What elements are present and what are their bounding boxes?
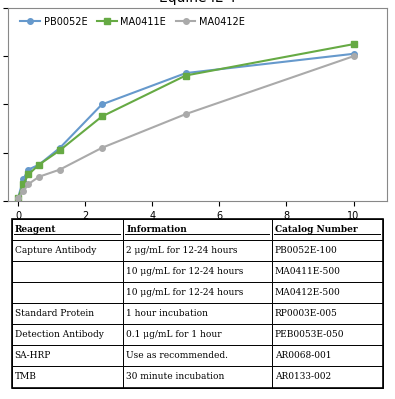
MA0411E — [58, 148, 62, 153]
Text: Standard Protein: Standard Protein — [15, 309, 94, 318]
PB0052E — [183, 71, 188, 75]
Text: PB0052E-100: PB0052E-100 — [275, 246, 338, 255]
MA0411E — [100, 114, 104, 119]
Bar — [123, 346, 272, 366]
Bar — [123, 240, 272, 261]
PB0052E — [58, 146, 62, 150]
MA0411E — [15, 196, 20, 201]
Bar — [123, 261, 272, 282]
Text: 10 μg/mL for 12-24 hours: 10 μg/mL for 12-24 hours — [126, 288, 244, 297]
Bar — [12, 346, 123, 366]
Text: 10 μg/mL for 12-24 hours: 10 μg/mL for 12-24 hours — [126, 267, 244, 276]
Text: 1 hour incubation: 1 hour incubation — [126, 309, 208, 318]
Bar — [272, 219, 383, 240]
MA0411E — [37, 162, 41, 167]
Text: 30 minute incubation: 30 minute incubation — [126, 373, 225, 381]
PB0052E — [26, 167, 31, 172]
Text: Capture Antibody: Capture Antibody — [15, 246, 96, 255]
PB0052E — [15, 196, 20, 201]
Bar — [272, 366, 383, 387]
Bar — [12, 261, 123, 282]
Bar — [123, 366, 272, 387]
Bar — [12, 324, 123, 346]
Text: Use as recommended.: Use as recommended. — [126, 352, 228, 360]
Bar — [12, 366, 123, 387]
PB0052E — [100, 102, 104, 107]
Text: PEB0053E-050: PEB0053E-050 — [275, 330, 344, 340]
MA0412E — [351, 54, 356, 59]
MA0411E — [351, 42, 356, 47]
MA0412E — [183, 112, 188, 117]
MA0411E — [21, 182, 26, 186]
Bar — [12, 240, 123, 261]
Text: SA-HRP: SA-HRP — [15, 352, 51, 360]
Text: TMB: TMB — [15, 373, 37, 381]
Bar — [12, 282, 123, 303]
Bar — [272, 324, 383, 346]
Text: Catalog Number: Catalog Number — [275, 225, 357, 234]
Bar — [123, 324, 272, 346]
Bar — [272, 346, 383, 366]
Bar — [272, 261, 383, 282]
MA0412E — [100, 146, 104, 150]
PB0052E — [351, 51, 356, 56]
Text: RP0003E-005: RP0003E-005 — [275, 309, 338, 318]
Line: PB0052E: PB0052E — [15, 51, 356, 201]
Bar — [123, 303, 272, 324]
MA0412E — [21, 189, 26, 194]
MA0412E — [37, 174, 41, 179]
Text: 2 μg/mL for 12-24 hours: 2 μg/mL for 12-24 hours — [126, 246, 238, 255]
MA0412E — [26, 182, 31, 186]
Line: MA0411E: MA0411E — [15, 41, 356, 201]
MA0412E — [15, 196, 20, 201]
Line: MA0412E: MA0412E — [15, 53, 356, 201]
Bar — [12, 219, 123, 240]
Text: AR0068-001: AR0068-001 — [275, 352, 331, 360]
Legend: PB0052E, MA0411E, MA0412E: PB0052E, MA0411E, MA0412E — [17, 13, 249, 31]
Text: Information: Information — [126, 225, 187, 234]
MA0411E — [183, 73, 188, 78]
Bar — [12, 303, 123, 324]
Text: MA0411E-500: MA0411E-500 — [275, 267, 341, 276]
Text: Reagent: Reagent — [15, 225, 56, 234]
X-axis label: Protein (ng/mL): Protein (ng/mL) — [154, 226, 241, 236]
Text: AR0133-002: AR0133-002 — [275, 373, 331, 381]
Text: Detection Antibody: Detection Antibody — [15, 330, 103, 340]
Bar — [123, 219, 272, 240]
Text: MA0412E-500: MA0412E-500 — [275, 288, 340, 297]
Bar — [272, 240, 383, 261]
Title: Equine IL-4: Equine IL-4 — [159, 0, 236, 6]
Bar — [123, 282, 272, 303]
MA0412E — [58, 167, 62, 172]
PB0052E — [21, 177, 26, 182]
PB0052E — [37, 162, 41, 167]
Text: 0.1 μg/mL for 1 hour: 0.1 μg/mL for 1 hour — [126, 330, 222, 340]
MA0411E — [26, 172, 31, 177]
Bar — [272, 303, 383, 324]
Bar — [272, 282, 383, 303]
